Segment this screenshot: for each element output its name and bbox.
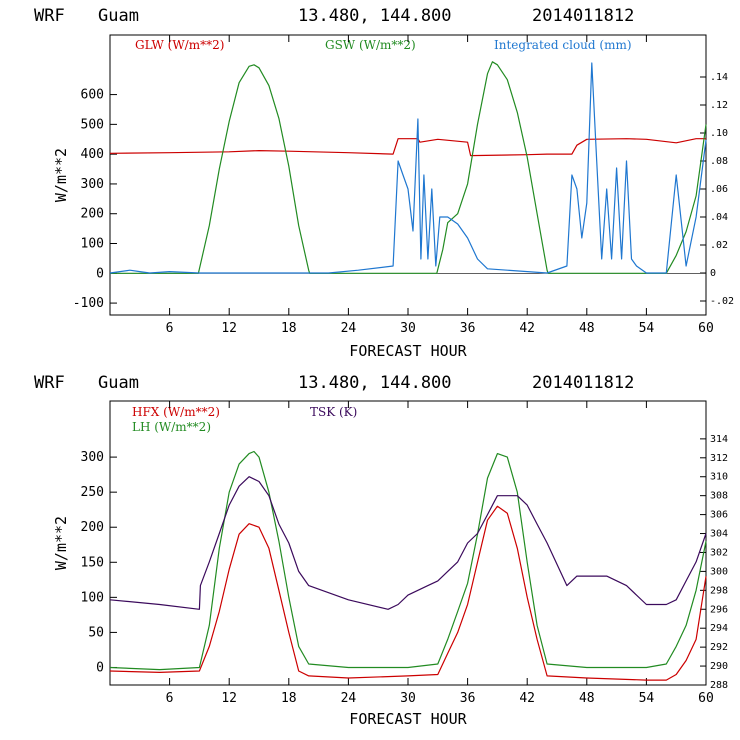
y-tick-label: 50: [88, 625, 104, 640]
y-right-tick-label: -.02: [710, 296, 734, 307]
y-right-tick-label: 292: [710, 642, 728, 653]
y-right-tick-label: .02: [710, 240, 728, 251]
legend-integrated-cloud: Integrated cloud (mm): [494, 38, 632, 52]
panel2-frame: [109, 400, 707, 686]
y-right-tick-label: 306: [710, 510, 728, 521]
y-axis-label: W/m**2: [52, 148, 70, 202]
legend-glw: GLW (W/m**2): [135, 38, 224, 52]
x-tick-label: 42: [519, 691, 535, 706]
header-coords: 13.480, 144.800: [298, 373, 452, 393]
series-line-integrated: [109, 62, 707, 274]
y-right-tick-label: .06: [710, 184, 728, 195]
series-line-hfx: [109, 505, 707, 681]
x-tick-label: 60: [698, 321, 714, 336]
y-tick-label: 150: [81, 555, 104, 570]
header-model: WRF: [34, 373, 65, 393]
y-right-tick-label: 300: [710, 566, 728, 577]
y-tick-label: 0: [96, 266, 104, 281]
x-tick-label: 12: [221, 321, 237, 336]
x-tick-label: 48: [579, 691, 595, 706]
x-tick-label: 36: [460, 321, 476, 336]
header-coords: 13.480, 144.800: [298, 6, 452, 26]
y-right-tick-label: 294: [710, 623, 728, 634]
x-tick-label: 6: [166, 691, 174, 706]
x-tick-label: 36: [460, 691, 476, 706]
legend-tsk: TSK (K): [310, 405, 357, 419]
x-tick-label: 48: [579, 321, 595, 336]
y-right-tick-label: .08: [710, 156, 728, 167]
x-tick-label: 30: [400, 691, 416, 706]
x-tick-label: 24: [341, 321, 357, 336]
series-line-tsk: [109, 476, 707, 610]
y-right-tick-label: 308: [710, 491, 728, 502]
y-right-tick-label: 314: [710, 434, 728, 445]
x-tick-label: 42: [519, 321, 535, 336]
x-tick-label: 18: [281, 321, 297, 336]
y-right-tick-label: 302: [710, 547, 728, 558]
y-right-tick-label: 296: [710, 604, 728, 615]
x-tick-label: 54: [639, 321, 655, 336]
legend-lh: LH (W/m**2): [132, 420, 211, 434]
panel2-plot: 6 12 18 24 30 36 42 48 54 60 0 50 100 150 200 250 300 288…: [81, 401, 728, 706]
y-tick-label: 400: [81, 147, 104, 162]
y-tick-label: 100: [81, 237, 104, 252]
y-tick-label: 0: [96, 660, 104, 675]
x-axis-label: FORECAST HOUR: [349, 342, 467, 360]
y-right-tick-label: 288: [710, 680, 728, 691]
y-tick-label: 300: [81, 177, 104, 192]
header-location: Guam: [98, 6, 139, 26]
y-right-tick-label: 304: [710, 529, 728, 540]
y-right-tick-label: 290: [710, 661, 728, 672]
y-tick-label: 200: [81, 520, 104, 535]
x-tick-label: 60: [698, 691, 714, 706]
x-tick-label: 12: [221, 691, 237, 706]
header-init-time: 2014011812: [532, 6, 634, 26]
header-model: WRF: [34, 6, 65, 26]
y-tick-label: 500: [81, 117, 104, 132]
y-right-tick-label: 0: [710, 268, 716, 279]
legend-gsw: GSW (W/m**2): [325, 38, 416, 52]
y-tick-label: 100: [81, 590, 104, 605]
x-tick-label: 6: [166, 321, 174, 336]
y-right-tick-label: .12: [710, 100, 728, 111]
y-tick-label: 250: [81, 485, 104, 500]
y-tick-label: -100: [73, 296, 104, 311]
x-axis-label: FORECAST HOUR: [349, 710, 467, 728]
y-right-tick-label: .04: [710, 212, 728, 223]
y-tick-label: 600: [81, 88, 104, 103]
series-line-glw: [109, 138, 706, 157]
y-axis-label: W/m**2: [52, 516, 70, 570]
y-right-tick-label: 312: [710, 453, 728, 464]
x-tick-label: 54: [639, 691, 655, 706]
y-right-tick-label: 310: [710, 472, 728, 483]
x-tick-label: 18: [281, 691, 297, 706]
series-line-lh: [109, 450, 707, 671]
y-right-tick-label: .10: [710, 128, 728, 139]
y-tick-label: 200: [81, 207, 104, 222]
x-tick-label: 24: [341, 691, 357, 706]
y-tick-label: 300: [81, 450, 104, 465]
legend-hfx: HFX (W/m**2): [132, 405, 220, 419]
header-init-time: 2014011812: [532, 373, 634, 393]
series-line-gsw: [110, 61, 707, 274]
header-location: Guam: [98, 373, 139, 393]
panel1-plot: 6 12 18 24 30 36 42 48 54 60 -100 0 100 200 300 400 500 6…: [73, 35, 734, 336]
y-right-tick-label: .14: [710, 72, 728, 83]
y-right-tick-label: 298: [710, 585, 728, 596]
x-tick-label: 30: [400, 321, 416, 336]
